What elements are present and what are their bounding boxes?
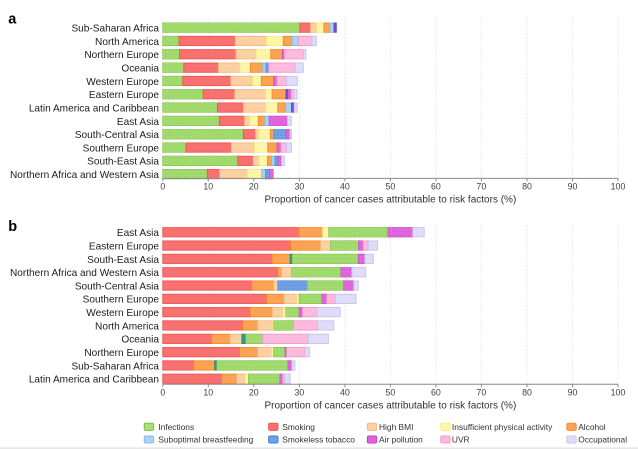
svg-text:Western Europe: Western Europe	[86, 308, 159, 319]
svg-text:Sub-Saharan Africa: Sub-Saharan Africa	[71, 23, 159, 34]
svg-text:South-Central Asia: South-Central Asia	[75, 130, 160, 141]
svg-text:Air pollution: Air pollution	[379, 435, 423, 445]
svg-text:0: 0	[160, 387, 165, 397]
svg-text:100: 100	[611, 182, 626, 192]
svg-text:East Asia: East Asia	[117, 117, 159, 128]
svg-text:10: 10	[203, 387, 213, 397]
svg-text:40: 40	[340, 182, 350, 192]
svg-text:Alcohol: Alcohol	[578, 422, 606, 432]
svg-text:South-Central Asia: South-Central Asia	[75, 281, 160, 292]
svg-text:Oceania: Oceania	[121, 335, 159, 346]
svg-text:East Asia: East Asia	[117, 228, 159, 239]
svg-text:Infections: Infections	[158, 422, 194, 432]
svg-text:10: 10	[203, 182, 213, 192]
svg-text:Southern Europe: Southern Europe	[83, 143, 160, 154]
svg-text:North America: North America	[95, 37, 159, 48]
svg-text:20: 20	[249, 182, 259, 192]
svg-text:40: 40	[340, 387, 350, 397]
svg-text:Insufficient physical activity: Insufficient physical activity	[452, 422, 553, 432]
svg-text:90: 90	[568, 387, 578, 397]
svg-text:Proportion of cancer cases att: Proportion of cancer cases attributable …	[265, 400, 517, 411]
svg-text:Occupational: Occupational	[578, 435, 627, 445]
svg-text:Sub-Saharan Africa: Sub-Saharan Africa	[71, 361, 159, 372]
svg-text:50: 50	[386, 387, 396, 397]
svg-text:Northern Africa and Western As: Northern Africa and Western Asia	[10, 268, 159, 279]
svg-text:30: 30	[295, 387, 305, 397]
svg-text:0: 0	[160, 182, 165, 192]
svg-text:80: 80	[522, 387, 532, 397]
svg-text:Eastern Europe: Eastern Europe	[89, 241, 160, 252]
svg-text:a: a	[8, 12, 17, 28]
svg-text:50: 50	[386, 182, 396, 192]
svg-text:Northern Europe: Northern Europe	[84, 348, 159, 359]
svg-text:Suboptimal breastfeeding: Suboptimal breastfeeding	[158, 435, 253, 445]
svg-text:Latin America and Caribbean: Latin America and Caribbean	[29, 103, 159, 114]
svg-text:South-East Asia: South-East Asia	[87, 157, 159, 168]
svg-text:80: 80	[522, 182, 532, 192]
svg-text:70: 70	[477, 182, 487, 192]
svg-text:70: 70	[477, 387, 487, 397]
svg-text:Western Europe: Western Europe	[86, 77, 159, 88]
svg-text:Eastern Europe: Eastern Europe	[89, 90, 160, 101]
svg-text:30: 30	[295, 182, 305, 192]
svg-text:Smokeless tobacco: Smokeless tobacco	[282, 435, 355, 445]
svg-text:b: b	[8, 219, 17, 235]
svg-text:Proportion of cancer cases att: Proportion of cancer cases attributable …	[265, 195, 517, 206]
svg-text:Southern Europe: Southern Europe	[83, 295, 160, 306]
svg-text:UVR: UVR	[452, 435, 470, 445]
svg-text:60: 60	[431, 182, 441, 192]
svg-text:100: 100	[611, 387, 626, 397]
svg-text:Oceania: Oceania	[121, 63, 159, 74]
svg-text:Smoking: Smoking	[282, 422, 315, 432]
svg-text:North America: North America	[95, 321, 159, 332]
svg-text:90: 90	[568, 182, 578, 192]
svg-text:Latin America and Caribbean: Latin America and Caribbean	[29, 375, 159, 386]
svg-text:Northern Africa and Western As: Northern Africa and Western Asia	[10, 170, 159, 181]
svg-text:Northern Europe: Northern Europe	[84, 50, 159, 61]
svg-text:20: 20	[249, 387, 259, 397]
svg-text:High BMI: High BMI	[379, 422, 413, 432]
svg-text:South-East Asia: South-East Asia	[87, 255, 159, 266]
svg-text:60: 60	[431, 387, 441, 397]
